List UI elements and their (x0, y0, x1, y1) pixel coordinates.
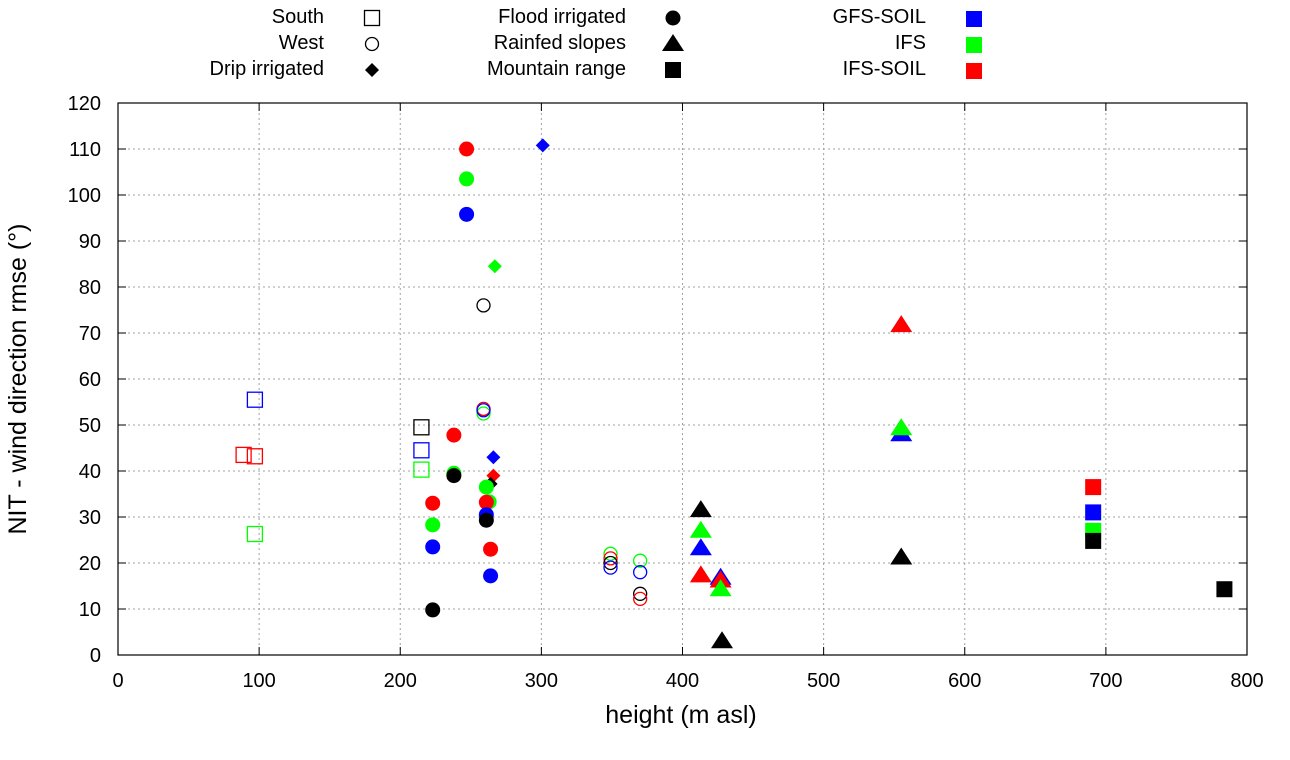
data-point-circle (425, 539, 441, 555)
legend-label: Drip irrigated (210, 58, 324, 80)
y-tick-label: 0 (90, 645, 101, 667)
data-point-open-circle (476, 298, 491, 313)
data-point-triangle (709, 579, 732, 597)
x-tick-label: 0 (112, 670, 123, 692)
y-tick-label: 20 (79, 553, 101, 575)
y-tick-label: 50 (79, 415, 101, 437)
y-tick-label: 60 (79, 369, 101, 391)
data-point-triangle (890, 315, 913, 333)
data-point-circle (483, 541, 499, 557)
data-point-triangle (689, 500, 712, 518)
legend-color-swatch (966, 37, 982, 53)
data-point-circle (478, 479, 494, 495)
data-point-open-square (413, 442, 430, 459)
legend-marker-square (665, 62, 681, 78)
data-point-triangle (890, 547, 913, 565)
legend-label: IFS-SOIL (843, 58, 926, 80)
legend-label: West (279, 32, 325, 54)
data-point-circle (459, 171, 475, 187)
y-axis-label: NIT - wind direction rmse (°) (4, 224, 32, 535)
data-point-circle (425, 517, 441, 533)
data-point-open-circle (603, 546, 618, 561)
data-point-triangle (689, 538, 712, 556)
legend-color-swatch (966, 11, 982, 27)
x-tick-label: 800 (1230, 670, 1263, 692)
x-tick-label: 400 (666, 670, 699, 692)
legend-marker-open-circle (364, 36, 380, 52)
data-point-open-square (413, 461, 430, 478)
x-tick-label: 300 (525, 670, 558, 692)
data-point-triangle (689, 520, 712, 538)
data-point-open-circle (633, 586, 648, 601)
data-point-square (1216, 581, 1233, 598)
y-tick-label: 40 (79, 461, 101, 483)
legend-marker-diamond (365, 63, 379, 77)
data-point-triangle (711, 631, 734, 649)
data-point-open-square (246, 391, 264, 408)
data-point-circle (425, 602, 441, 618)
legend-label: IFS (895, 32, 926, 54)
data-point-open-circle (603, 555, 618, 571)
data-point-circle (478, 512, 494, 528)
data-point-open-circle (603, 560, 618, 575)
x-tick-label: 200 (384, 670, 417, 692)
x-tick-label: 600 (948, 670, 981, 692)
legend-label: GFS-SOIL (833, 6, 926, 28)
data-point-square (1085, 532, 1102, 549)
data-point-diamond (487, 259, 502, 274)
tick-labels: 0 100 200 300 400 500 600 700 800 0 10 20 30 40 50 60 70… (68, 93, 1264, 692)
y-tick-label: 100 (68, 185, 101, 207)
data-point-open-circle (476, 403, 491, 418)
legend-marker-circle (665, 10, 681, 26)
legend-label: Mountain range (487, 58, 626, 80)
y-tick-label: 90 (79, 231, 101, 253)
data-points (235, 138, 1233, 649)
grid-lines (118, 103, 1247, 655)
data-point-diamond (535, 138, 550, 153)
y-tick-label: 30 (79, 507, 101, 529)
x-tick-label: 500 (807, 670, 840, 692)
x-axis-label: height (m asl) (605, 701, 756, 729)
y-tick-label: 80 (79, 277, 101, 299)
legend-marker-open-square (363, 9, 381, 27)
y-tick-label: 70 (79, 323, 101, 345)
data-point-open-square (246, 525, 264, 543)
y-tick-label: 120 (68, 93, 101, 115)
x-tick-label: 100 (242, 670, 275, 692)
data-point-circle (459, 206, 475, 222)
y-tick-label: 10 (79, 599, 101, 621)
data-point-open-circle (633, 553, 648, 568)
legend-label: Rainfed slopes (494, 32, 626, 54)
legend-label: South (272, 6, 324, 28)
data-point-circle (483, 568, 499, 584)
legend: South West Drip irrigated Flood irrigated Ra… (210, 6, 982, 80)
data-point-square (1085, 479, 1102, 496)
data-point-triangle (709, 570, 732, 588)
data-point-triangle (890, 418, 913, 436)
data-point-open-circle (603, 551, 618, 566)
data-point-circle (446, 468, 462, 484)
data-point-circle (478, 494, 494, 510)
data-point-open-square (413, 419, 430, 436)
data-point-open-circle (633, 565, 648, 580)
data-point-open-circle (476, 406, 491, 421)
legend-label: Flood irrigated (498, 6, 626, 28)
data-point-diamond (486, 450, 501, 465)
data-point-open-square (246, 448, 264, 465)
legend-marker-triangle (662, 34, 684, 51)
data-point-circle (446, 427, 462, 443)
data-point-circle (459, 141, 475, 157)
axes (117, 102, 1248, 656)
data-point-circle (425, 495, 441, 511)
x-tick-label: 700 (1089, 670, 1122, 692)
legend-color-swatch (966, 63, 982, 79)
data-point-open-circle (633, 591, 648, 607)
data-point-triangle (689, 565, 712, 583)
y-tick-label: 110 (69, 139, 101, 161)
data-point-square (1085, 504, 1102, 521)
data-point-open-square (235, 446, 252, 464)
